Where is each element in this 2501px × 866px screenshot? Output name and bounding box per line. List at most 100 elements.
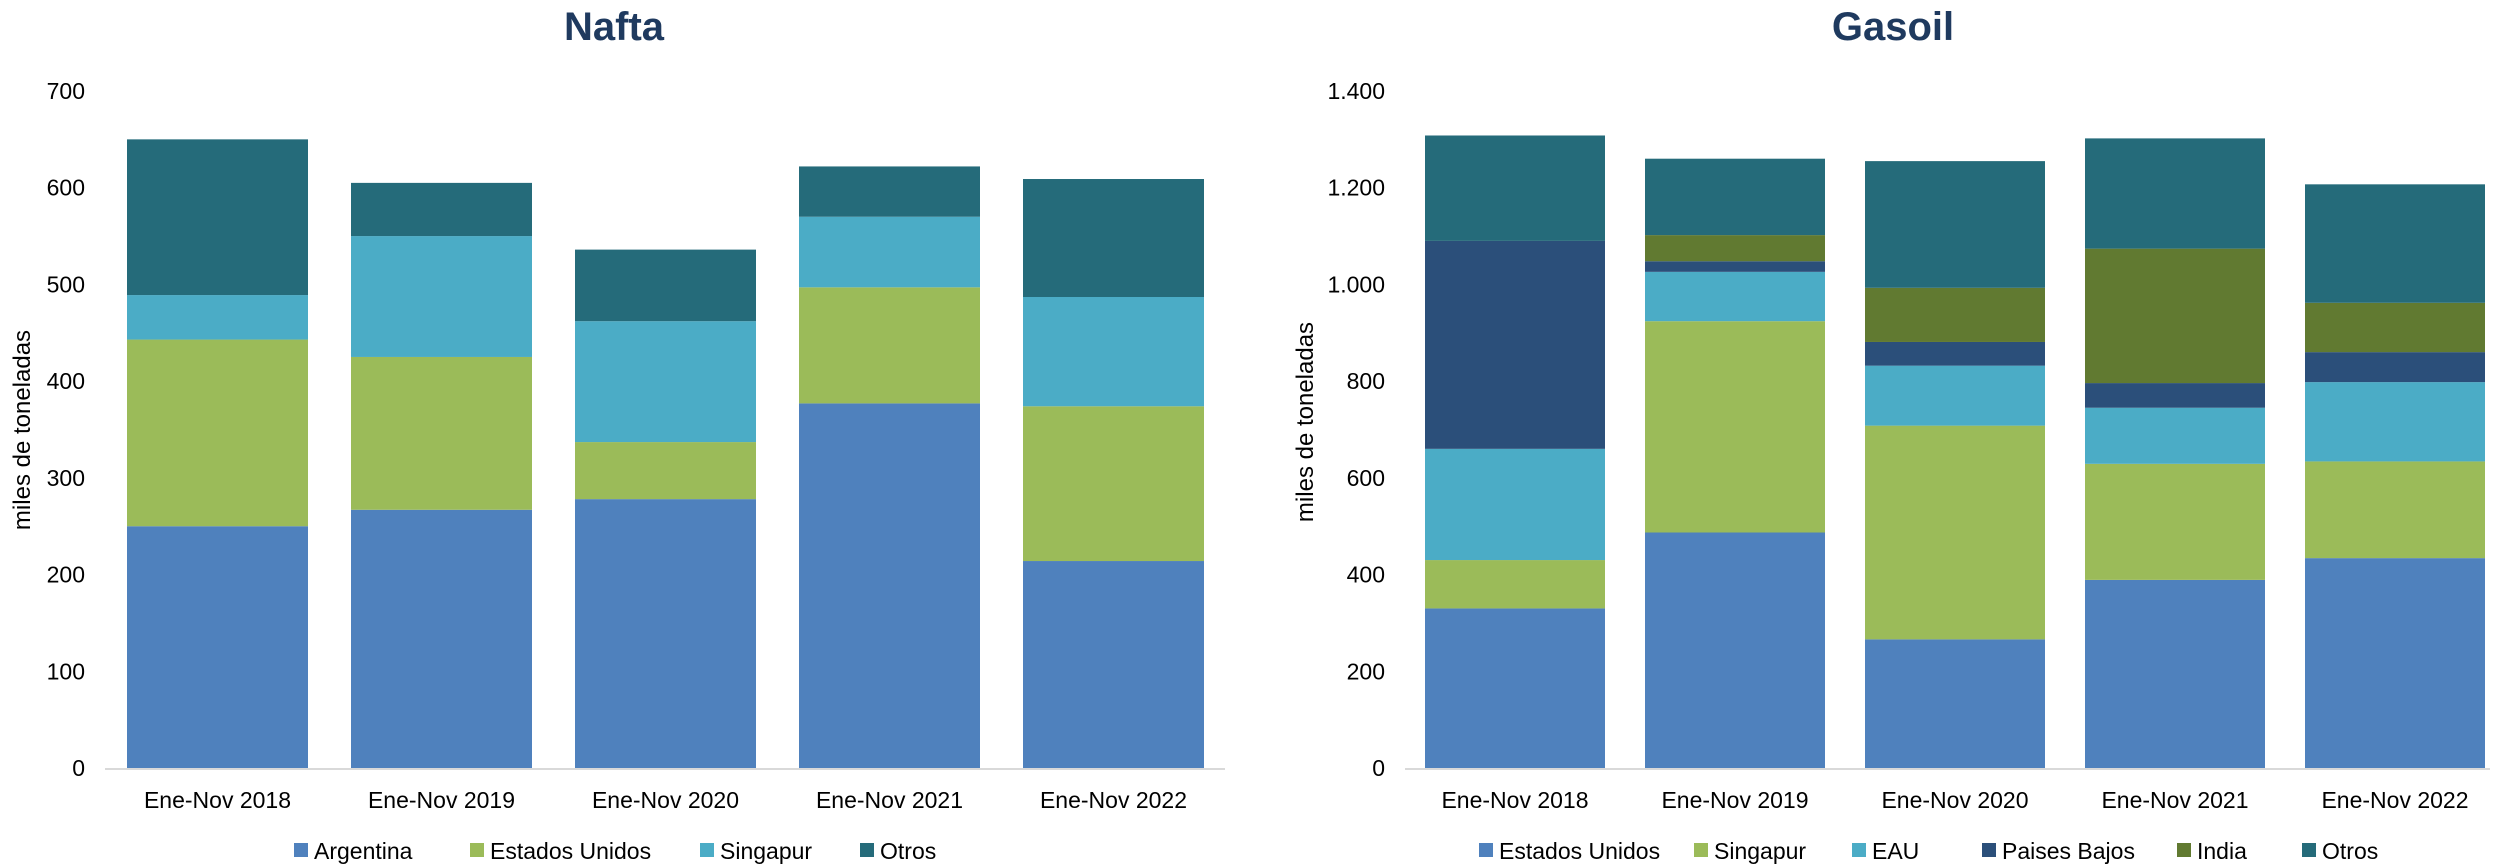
gasoil-bar-segment <box>1425 135 1605 241</box>
gasoil-legend-label: EAU <box>1872 838 1919 864</box>
gasoil-bar-segment <box>2305 302 2485 353</box>
nafta-x-tick-label: Ene-Nov 2021 <box>816 787 963 813</box>
gasoil-title: Gasoil <box>1832 5 1954 49</box>
gasoil-bar-segment <box>2085 407 2265 464</box>
nafta-y-tick-label: 0 <box>72 755 85 781</box>
nafta-x-tick-label: Ene-Nov 2022 <box>1040 787 1187 813</box>
gasoil-legend-swatch <box>2302 843 2316 857</box>
gasoil-legend-label: Estados Unidos <box>1499 838 1660 864</box>
nafta-bar-segment <box>575 249 756 322</box>
gasoil-legend-swatch <box>1982 843 1996 857</box>
gasoil-y-tick-label: 200 <box>1347 658 1385 684</box>
nafta-bar-segment <box>127 139 308 296</box>
nafta-bar-segment <box>127 295 308 340</box>
nafta-bar-segment <box>799 287 980 404</box>
nafta-bar-segment <box>799 403 980 768</box>
nafta-bar-segment <box>1023 406 1204 562</box>
nafta-legend-label: Singapur <box>720 838 812 864</box>
gasoil-bar-segment <box>2085 138 2265 249</box>
gasoil-bar-segment <box>1645 271 1825 322</box>
nafta-bar-segment <box>1023 179 1204 298</box>
nafta-legend-label: Otros <box>880 838 936 864</box>
nafta-x-tick-label: Ene-Nov 2018 <box>144 787 291 813</box>
gasoil-y-tick-label: 1.400 <box>1327 78 1385 104</box>
nafta-x-tick-label: Ene-Nov 2019 <box>368 787 515 813</box>
gasoil-x-tick-label: Ene-Nov 2019 <box>1661 787 1808 813</box>
gasoil-y-tick-label: 1.200 <box>1327 175 1385 201</box>
gasoil-y-axis-label: miles de toneladas <box>1292 322 1319 522</box>
nafta-bar-segment <box>1023 561 1204 768</box>
gasoil-bar-segment <box>1645 321 1825 533</box>
nafta-bar-segment <box>799 166 980 217</box>
gasoil-y-tick-label: 0 <box>1372 755 1385 781</box>
gasoil-legend-label: India <box>2197 838 2247 864</box>
gasoil-bar-segment <box>1865 639 2045 768</box>
gasoil-bar-segment <box>2305 461 2485 559</box>
nafta-legend-label: Estados Unidos <box>490 838 651 864</box>
gasoil-bar-segment <box>1645 532 1825 768</box>
nafta-y-tick-label: 100 <box>47 658 85 684</box>
nafta-legend-swatch <box>860 843 874 857</box>
nafta-legend-swatch <box>700 843 714 857</box>
gasoil-legend-label: Singapur <box>1714 838 1806 864</box>
gasoil-bar-segment <box>1865 161 2045 288</box>
gasoil-bar-segment <box>1865 287 2045 342</box>
gasoil-legend-swatch <box>1479 843 1493 857</box>
nafta-legend-swatch <box>294 843 308 857</box>
gasoil-y-tick-label: 600 <box>1347 465 1385 491</box>
gasoil-bar-segment <box>1645 235 1825 262</box>
nafta-legend-label: Argentina <box>314 838 413 864</box>
gasoil-bar-segment <box>2085 579 2265 768</box>
nafta-bar-segment <box>351 509 532 768</box>
gasoil-bar-segment <box>1645 158 1825 236</box>
gasoil-x-tick-label: Ene-Nov 2020 <box>1881 787 2028 813</box>
gasoil-y-tick-label: 400 <box>1347 562 1385 588</box>
nafta-bar-segment <box>127 526 308 768</box>
nafta-bar-segment <box>575 442 756 500</box>
nafta-y-tick-label: 300 <box>47 465 85 491</box>
gasoil-bar-segment <box>2085 463 2265 580</box>
nafta-chart: Nafta 0 100 200 300 400 500 600 700 miles de tone… <box>9 5 1225 864</box>
gasoil-legend-swatch <box>1852 843 1866 857</box>
gasoil-y-tick-label: 1.000 <box>1327 271 1385 297</box>
gasoil-bar-segment <box>2085 248 2265 384</box>
gasoil-chart: Gasoil 0 200 400 600 800 1.000 1.200 1.400 miles … <box>1292 5 2490 864</box>
nafta-bar-segment <box>351 182 532 237</box>
nafta-y-tick-label: 200 <box>47 562 85 588</box>
nafta-bar-segment <box>127 339 308 527</box>
nafta-bar-segment <box>351 236 532 357</box>
gasoil-bar-segment <box>1425 448 1605 561</box>
gasoil-bar-segment <box>1645 261 1825 272</box>
nafta-y-tick-label: 600 <box>47 175 85 201</box>
nafta-bar-segment <box>1023 297 1204 407</box>
gasoil-legend-label: Paises Bajos <box>2002 838 2135 864</box>
nafta-bar-segment <box>575 321 756 443</box>
gasoil-x-tick-label: Ene-Nov 2022 <box>2321 787 2468 813</box>
gasoil-legend-swatch <box>2177 843 2191 857</box>
gasoil-legend-label: Otros <box>2322 838 2378 864</box>
nafta-y-tick-label: 400 <box>47 368 85 394</box>
nafta-legend-swatch <box>470 843 484 857</box>
nafta-bar-segment <box>351 356 532 510</box>
nafta-bar-segment <box>575 499 756 768</box>
nafta-x-tick-label: Ene-Nov 2020 <box>592 787 739 813</box>
nafta-title: Nafta <box>564 5 665 49</box>
gasoil-legend-swatch <box>1694 843 1708 857</box>
nafta-bar-segment <box>799 216 980 288</box>
gasoil-bar-segment <box>2305 382 2485 462</box>
gasoil-bar-segment <box>1425 560 1605 609</box>
nafta-y-tick-label: 700 <box>47 78 85 104</box>
nafta-y-tick-label: 500 <box>47 271 85 297</box>
gasoil-bar-segment <box>2305 184 2485 303</box>
gasoil-bar-segment <box>1865 341 2045 366</box>
gasoil-bar-segment <box>1425 608 1605 768</box>
gasoil-bar-segment <box>2305 558 2485 768</box>
gasoil-x-tick-label: Ene-Nov 2018 <box>1441 787 1588 813</box>
nafta-y-axis-label: miles de toneladas <box>9 330 36 530</box>
gasoil-y-tick-label: 800 <box>1347 368 1385 394</box>
gasoil-x-tick-label: Ene-Nov 2021 <box>2101 787 2248 813</box>
gasoil-bar-segment <box>1865 365 2045 426</box>
gasoil-bar-segment <box>2085 383 2265 408</box>
